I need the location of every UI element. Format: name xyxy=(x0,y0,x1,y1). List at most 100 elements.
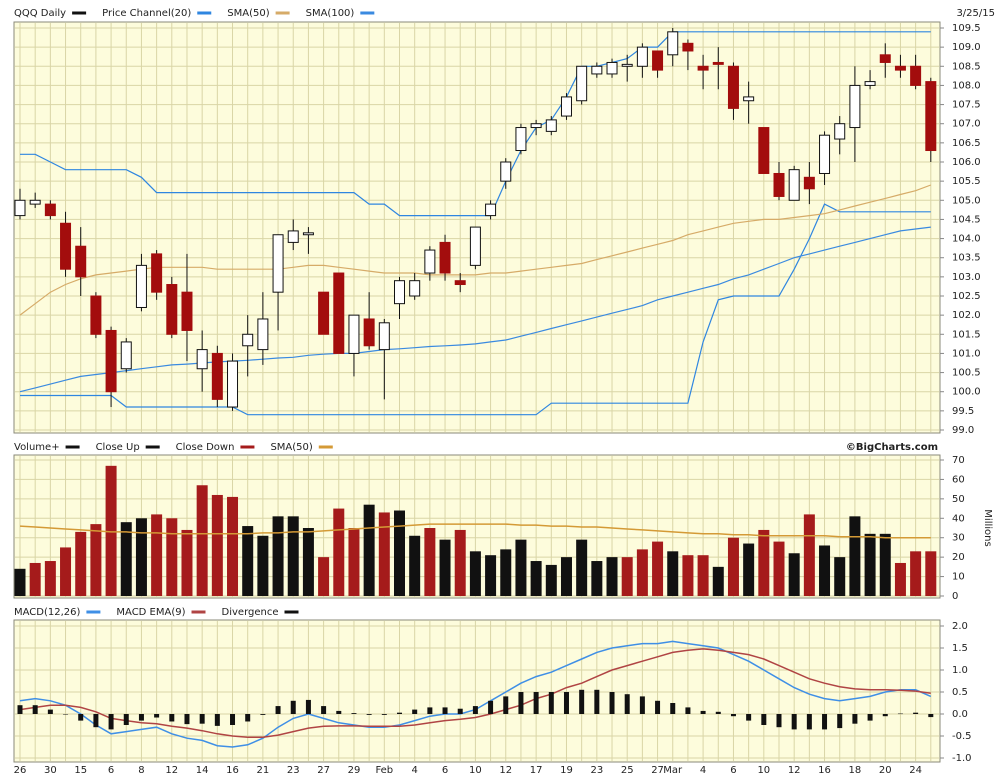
x-tick-label: Feb xyxy=(375,765,393,776)
bar xyxy=(394,510,405,596)
candle-body xyxy=(803,176,815,190)
bar xyxy=(469,551,481,596)
candle-body xyxy=(90,295,102,335)
y-tick-label: 20 xyxy=(952,552,965,563)
bar xyxy=(730,714,736,717)
bar xyxy=(75,531,87,596)
bar xyxy=(712,566,724,596)
bar xyxy=(685,707,691,714)
legend-label: MACD EMA(9) xyxy=(116,607,185,618)
bar xyxy=(639,696,645,714)
bar xyxy=(290,700,296,714)
candle-body xyxy=(545,119,557,132)
bar xyxy=(530,561,542,596)
bar xyxy=(788,553,800,596)
bar xyxy=(29,562,41,596)
candle-body xyxy=(834,123,846,140)
x-tick-label: 27 xyxy=(317,765,330,776)
candle-body xyxy=(135,264,147,308)
candle-body xyxy=(454,280,466,286)
x-tick-label: 23 xyxy=(287,765,300,776)
bar xyxy=(305,699,311,714)
y-tick-label: 2.0 xyxy=(952,621,968,632)
bar xyxy=(378,512,390,596)
bar xyxy=(211,494,223,596)
y-tick-label: 107.5 xyxy=(952,100,981,111)
x-tick-label: 10 xyxy=(469,765,482,776)
bar xyxy=(560,557,572,596)
bar xyxy=(910,551,922,596)
x-tick-label: 12 xyxy=(165,765,178,776)
legend-label: QQQ Daily xyxy=(14,8,66,19)
x-tick-label: 6 xyxy=(442,765,448,776)
x-tick-label: 24 xyxy=(909,765,922,776)
line xyxy=(19,226,931,393)
candle-body xyxy=(302,232,314,236)
bar xyxy=(348,528,360,596)
bar xyxy=(894,562,906,596)
line xyxy=(19,648,931,739)
candle-body xyxy=(727,65,739,109)
bar xyxy=(409,535,421,596)
line xyxy=(20,203,931,416)
candle-body xyxy=(29,199,41,205)
bar xyxy=(803,514,815,596)
bar xyxy=(715,711,721,714)
x-tick-label: 10 xyxy=(757,765,770,776)
y-tick-label: 1.0 xyxy=(952,665,968,676)
bar xyxy=(834,557,846,596)
legend-label: Volume+ xyxy=(14,442,60,453)
y-tick-label: 0 xyxy=(952,591,958,602)
bar xyxy=(819,545,831,596)
line xyxy=(19,184,932,316)
bar xyxy=(791,714,797,730)
bar xyxy=(485,555,497,596)
bar xyxy=(245,714,251,722)
bar xyxy=(287,516,299,596)
candle-body xyxy=(44,203,56,217)
x-tick-label: 23 xyxy=(590,765,603,776)
date-label: 3/25/15 xyxy=(956,8,995,19)
x-tick-label: 8 xyxy=(138,765,144,776)
candle-body xyxy=(758,127,770,174)
y-tick-label: 1.5 xyxy=(952,643,968,654)
bar xyxy=(17,705,23,714)
y-tick-label: 70 xyxy=(952,455,965,466)
panel-background xyxy=(13,619,941,763)
bar xyxy=(336,710,342,714)
x-tick-label: 29 xyxy=(348,765,361,776)
bar xyxy=(123,714,129,725)
bar xyxy=(199,714,205,724)
bar xyxy=(44,561,56,596)
y-tick-label: 109.5 xyxy=(952,23,981,34)
candle-body xyxy=(363,318,375,347)
bar xyxy=(682,555,694,596)
bar xyxy=(60,547,72,596)
bar xyxy=(897,713,903,715)
x-tick-label: 17 xyxy=(530,765,543,776)
y-tick-label: 40 xyxy=(952,513,965,524)
bar xyxy=(500,549,512,596)
bar xyxy=(576,539,588,596)
y-tick-label: 100.5 xyxy=(952,368,981,379)
bar xyxy=(454,529,466,596)
y-tick-label: 60 xyxy=(952,474,965,485)
candle-body xyxy=(788,169,800,201)
bar xyxy=(272,516,284,596)
bar xyxy=(609,692,615,714)
candle-body xyxy=(120,341,132,370)
bar xyxy=(545,564,557,596)
bar xyxy=(397,712,402,714)
candle-body xyxy=(348,314,360,354)
candle-body xyxy=(166,284,178,335)
bar xyxy=(518,692,524,714)
bar xyxy=(151,514,163,596)
x-tick-label: 18 xyxy=(849,765,862,776)
legend-label: Close Up xyxy=(96,442,140,453)
line xyxy=(19,523,931,539)
candle-body xyxy=(242,333,254,347)
line xyxy=(20,31,931,217)
y-tick-label: 104.0 xyxy=(952,234,981,245)
